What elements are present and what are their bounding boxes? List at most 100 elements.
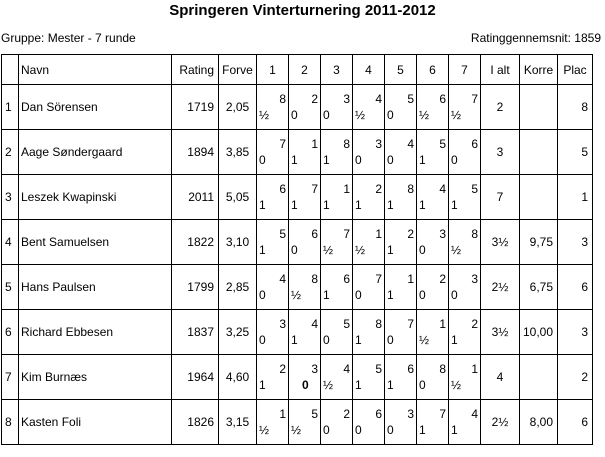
header-row: Navn Rating Forve 1 2 3 4 5 6 7 I alt Ko… [1, 54, 593, 85]
player-plac: 1 [557, 174, 593, 220]
opponent-number: 7 [375, 272, 382, 286]
header-round-1: 1 [256, 54, 289, 85]
opponent-number: 2 [375, 182, 382, 196]
player-rating: 2011 [171, 174, 219, 220]
player-plac: 5 [557, 129, 593, 175]
game-result: 0 [259, 333, 266, 347]
game-result: 0 [419, 288, 426, 302]
page-title: Springeren Vinterturnering 2011-2012 [169, 2, 436, 19]
player-rating: 1822 [171, 219, 219, 265]
player-rating: 1719 [171, 84, 219, 130]
game-result: 0 [387, 423, 394, 437]
crosstable: Navn Rating Forve 1 2 3 4 5 6 7 I alt Ko… [1, 54, 593, 445]
game-result: 0 [291, 243, 298, 257]
opponent-number: 4 [343, 362, 350, 376]
opponent-number: 2 [407, 227, 414, 241]
game-result: 0 [259, 288, 266, 302]
player-name: Kim Burnæs [18, 354, 172, 400]
game-result: 1 [355, 198, 362, 212]
header-round-2: 2 [288, 54, 321, 85]
game-result: ½ [291, 423, 302, 437]
opponent-number: 1 [375, 227, 382, 241]
player-rating: 1837 [171, 309, 219, 355]
player-total: 2½ [480, 264, 520, 310]
rating-average: Ratinggennemsnit: 1859 [470, 31, 601, 45]
player-korre: 8,00 [519, 399, 558, 445]
game-result: 0 [387, 153, 394, 167]
player-forve: 3,25 [218, 309, 257, 355]
opponent-number: 1 [439, 317, 446, 331]
opponent-number: 4 [439, 182, 446, 196]
header-number [1, 54, 19, 85]
game-result: ½ [419, 333, 430, 347]
player-total: 2 [480, 84, 520, 130]
header-total: I alt [480, 54, 520, 85]
game-result: 1 [387, 378, 394, 392]
player-forve: 2,05 [218, 84, 257, 130]
opponent-number: 7 [407, 317, 414, 331]
game-result: 1 [355, 378, 362, 392]
game-result: 0 [302, 378, 309, 392]
game-result: ½ [355, 108, 366, 122]
player-name: Leszek Kwapinski [18, 174, 172, 220]
player-number: 1 [1, 84, 19, 130]
player-korre: 10,00 [519, 309, 558, 355]
opponent-number: 8 [407, 182, 414, 196]
player-plac: 6 [557, 399, 593, 445]
game-result: 1 [355, 333, 362, 347]
player-forve: 3,85 [218, 129, 257, 175]
opponent-number: 7 [471, 92, 478, 106]
opponent-number: 5 [311, 407, 318, 421]
opponent-number: 8 [311, 272, 318, 286]
game-result: 0 [387, 333, 394, 347]
game-result: 1 [387, 198, 394, 212]
opponent-number: 6 [279, 182, 286, 196]
player-rows: 1 Dan Sörensen 1719 2,05 8 ½ 2 0 3 0 4 ½ 5 0 6 ½ 7 ½ 2 8 2 Aa… [1, 84, 593, 445]
table-row: 3 Leszek Kwapinski 2011 5,05 6 1 7 1 1 1 2 1 8 1 4 1 5 1 7… [1, 174, 593, 220]
player-plac: 3 [557, 219, 593, 265]
player-forve: 4,60 [218, 354, 257, 400]
player-number: 7 [1, 354, 19, 400]
table-row: 5 Hans Paulsen 1799 2,85 4 0 8 ½ 6 1 7 0 1 1 2 0 3 0 2½ 6,7… [1, 264, 593, 310]
player-total: 2½ [480, 399, 520, 445]
player-rating: 1799 [171, 264, 219, 310]
game-result: 0 [259, 153, 266, 167]
opponent-number: 3 [375, 137, 382, 151]
game-result: 0 [451, 288, 458, 302]
player-total: 7 [480, 174, 520, 220]
header-round-4: 4 [352, 54, 385, 85]
player-total: 3½ [480, 309, 520, 355]
game-result: 0 [323, 423, 330, 437]
opponent-number: 2 [343, 407, 350, 421]
opponent-number: 5 [375, 362, 382, 376]
opponent-number: 1 [407, 272, 414, 286]
opponent-number: 4 [375, 92, 382, 106]
